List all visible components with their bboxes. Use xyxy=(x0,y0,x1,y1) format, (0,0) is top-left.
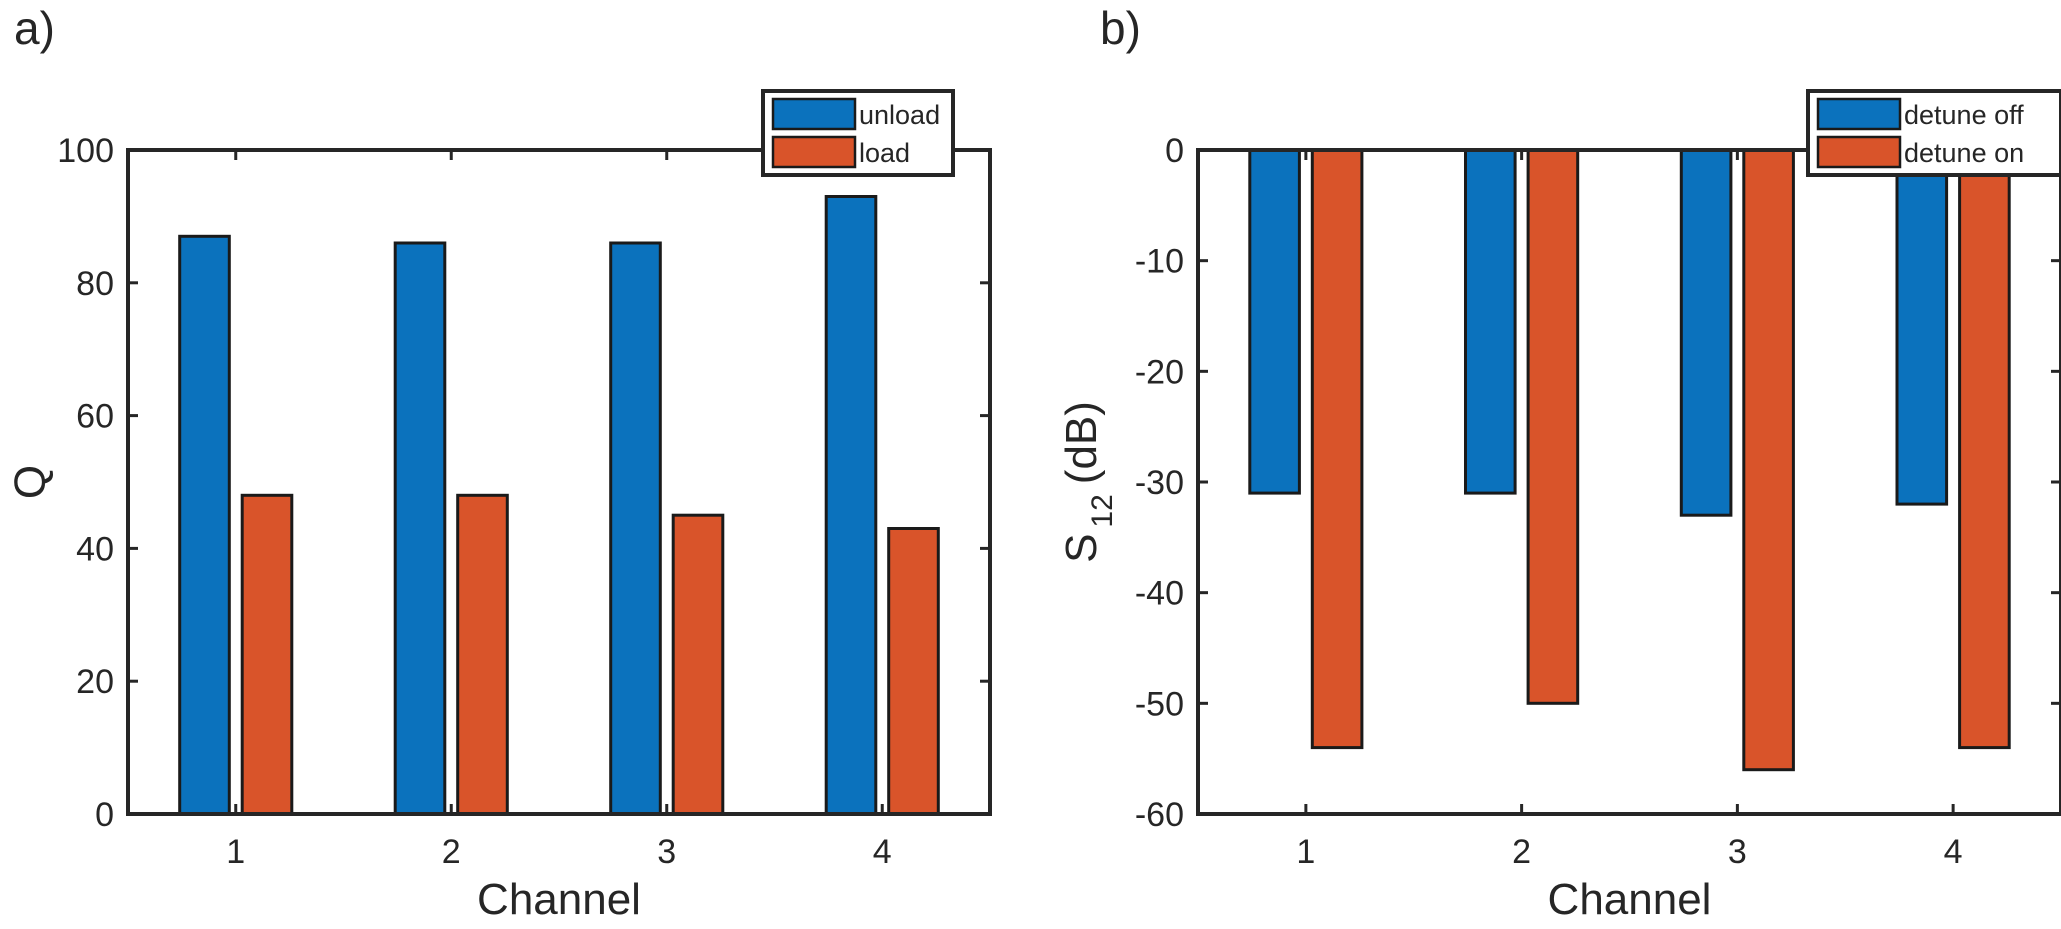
bar-detune-on-channel-3 xyxy=(1742,148,1795,772)
panel-label: a) xyxy=(14,2,55,54)
bar-detune-off-channel-4 xyxy=(1895,148,1949,506)
legend: detune off detune on xyxy=(1806,89,2061,177)
chart-panel-b: b)0-10-20-30-40-50-601 2 3 4ChannelS12(dB)d… xyxy=(1057,2,2061,924)
bar-unload-channel-1 xyxy=(178,234,231,816)
x-tick-label: 2 xyxy=(442,833,461,871)
y-tick-label: -20 xyxy=(1135,353,1184,391)
y-axis-title: Q xyxy=(6,465,55,499)
bar-unload-channel-3 xyxy=(609,241,662,816)
x-tick-label: 3 xyxy=(1728,833,1747,871)
legend-swatch-detune-off xyxy=(1816,97,1902,131)
legend-swatch-detune-on xyxy=(1816,135,1902,169)
y-axis-title-main: S xyxy=(1057,534,1106,563)
y-tick-label: 0 xyxy=(1165,132,1184,170)
legend-label-detune-off: detune off xyxy=(1904,100,2024,130)
y-tick-label: 80 xyxy=(76,265,114,303)
y-tick-label: 0 xyxy=(95,796,114,834)
x-tick-label: 4 xyxy=(873,833,892,871)
y-axis-title-unit: (dB) xyxy=(1057,401,1106,484)
bar-detune-on-channel-2 xyxy=(1526,148,1580,705)
bar-detune-on-channel-4 xyxy=(1958,148,2011,750)
x-tick-label: 1 xyxy=(1296,833,1315,871)
legend-label-unload: unload xyxy=(859,100,940,130)
bar-load-channel-2 xyxy=(456,493,509,816)
y-tick-label: -30 xyxy=(1135,464,1184,502)
x-tick-label: 2 xyxy=(1512,833,1531,871)
bar-detune-off-channel-3 xyxy=(1679,148,1733,517)
y-tick-label: -60 xyxy=(1135,796,1184,834)
legend-swatch-unload xyxy=(771,97,857,131)
bar-load-channel-1 xyxy=(240,493,294,816)
y-tick-label: 60 xyxy=(76,398,114,436)
x-tick-label: 4 xyxy=(1944,833,1963,871)
legend-swatch-load xyxy=(771,135,857,169)
legend-label-load: load xyxy=(859,138,910,168)
x-tick-label: 1 xyxy=(226,833,245,871)
y-tick-label: 40 xyxy=(76,530,114,568)
y-tick-label: -40 xyxy=(1135,575,1184,613)
y-axis-title-subscript: 12 xyxy=(1086,494,1119,527)
legend: unload load xyxy=(761,89,955,177)
x-axis-title: Channel xyxy=(1548,875,1712,924)
panel-label: b) xyxy=(1100,2,1141,54)
y-tick-label: -50 xyxy=(1135,685,1184,723)
y-axis-title: S 12 (dB) xyxy=(1057,401,1119,563)
bar-detune-off-channel-2 xyxy=(1464,148,1517,495)
y-tick-label: 100 xyxy=(57,132,114,170)
bar-unload-channel-2 xyxy=(393,241,447,816)
y-tick-label: 20 xyxy=(76,663,114,701)
bar-unload-channel-4 xyxy=(824,195,878,816)
legend-label-detune-on: detune on xyxy=(1904,138,2024,168)
bar-load-channel-4 xyxy=(887,527,940,816)
axes-frame xyxy=(126,148,992,816)
x-axis-title: Channel xyxy=(477,875,641,924)
bar-detune-on-channel-1 xyxy=(1310,148,1364,750)
bar-detune-off-channel-1 xyxy=(1248,148,1301,495)
y-tick-label: -10 xyxy=(1135,243,1184,281)
x-tick-label: 3 xyxy=(657,833,676,871)
bar-load-channel-3 xyxy=(671,513,725,816)
